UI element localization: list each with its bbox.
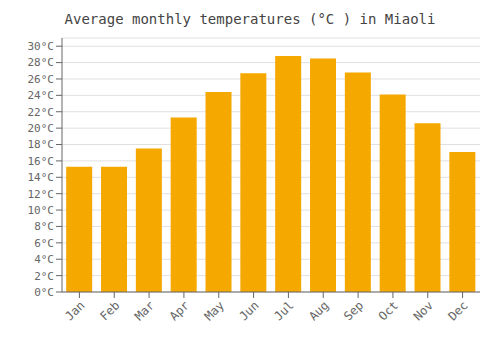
svg-text:14°C: 14°C (28, 171, 55, 184)
svg-text:24°C: 24°C (28, 89, 55, 102)
svg-text:Mar: Mar (132, 298, 157, 323)
svg-text:Sep: Sep (341, 298, 366, 323)
html-text:Average monthly temperatures (: Average monthly temperatures (°C ) in Mi… (64, 11, 436, 27)
svg-text:2°C: 2°C (34, 270, 54, 283)
svg-text:Oct: Oct (376, 298, 401, 323)
svg-text:Jan: Jan (62, 298, 87, 323)
svg-text:8°C: 8°C (34, 220, 54, 233)
svg-text:Apr: Apr (167, 298, 192, 323)
svg-text:30°C: 30°C (28, 40, 55, 53)
svg-text:18°C: 18°C (28, 138, 55, 151)
svg-text:Nov: Nov (411, 298, 436, 323)
svg-text:16°C: 16°C (28, 155, 55, 168)
svg-text:Jul: Jul (271, 298, 296, 323)
svg-text:0°C: 0°C (34, 286, 54, 299)
svg-text:Dec: Dec (445, 298, 470, 323)
svg-text:4°C: 4°C (34, 253, 54, 266)
svg-text:26°C: 26°C (28, 73, 55, 86)
svg-text:6°C: 6°C (34, 237, 54, 250)
svg-text:Aug: Aug (306, 298, 331, 323)
svg-text:20°C: 20°C (28, 122, 55, 135)
svg-text:May: May (202, 298, 227, 323)
svg-text:10°C: 10°C (28, 204, 55, 217)
svg-text:22°C: 22°C (28, 106, 55, 119)
svg-text:Jun: Jun (236, 298, 261, 323)
svg-text:12°C: 12°C (28, 188, 55, 201)
svg-text:Feb: Feb (97, 298, 122, 323)
svg-text:28°C: 28°C (28, 56, 55, 69)
